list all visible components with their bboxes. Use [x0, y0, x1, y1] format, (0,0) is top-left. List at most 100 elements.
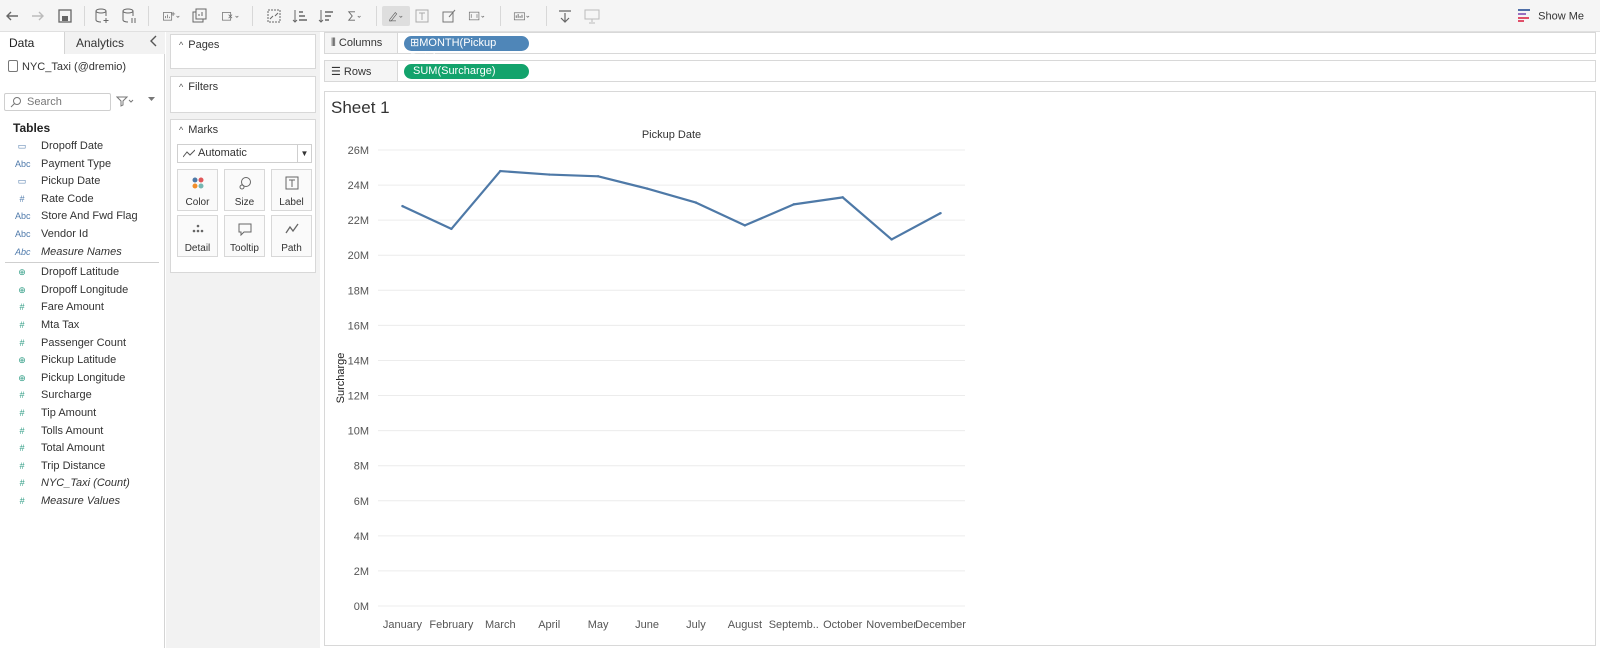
data-point[interactable]: [450, 227, 453, 231]
data-point[interactable]: [841, 196, 844, 199]
measure-field[interactable]: # Fare Amount: [0, 299, 165, 317]
rows-icon: ☰: [331, 66, 344, 78]
measure-field[interactable]: # Tolls Amount: [0, 423, 165, 441]
chevron-up-icon[interactable]: ^: [179, 125, 184, 135]
measure-field[interactable]: # Total Amount: [0, 440, 165, 458]
measure-field[interactable]: ⊕ Dropoff Latitude: [0, 264, 165, 282]
measure-field[interactable]: # Measure Values: [0, 493, 165, 511]
field-list: ▭ Dropoff Date Abc Payment Type ▭ Pickup Date…: [0, 138, 165, 510]
text-label-icon[interactable]: [412, 6, 432, 26]
measure-field[interactable]: # Tip Amount: [0, 405, 165, 423]
measure-field[interactable]: ⊕ Pickup Longitude: [0, 370, 165, 388]
annotate-icon[interactable]: [439, 6, 459, 26]
line-chart[interactable]: Pickup Date 0M 2M 4M 6M 8M 10M 12M 14M 16M 18M 20M 2…: [325, 92, 1595, 645]
pages-card[interactable]: ^ Pages: [170, 34, 316, 69]
filters-card[interactable]: ^ Filters: [170, 76, 316, 113]
dimension-field[interactable]: Abc Vendor Id: [0, 226, 165, 244]
data-point[interactable]: [548, 173, 551, 176]
sort-descending-icon[interactable]: [316, 6, 336, 26]
data-point[interactable]: [743, 224, 747, 227]
detail-icon: [178, 222, 217, 242]
download-icon[interactable]: [555, 6, 575, 26]
worksheet-view[interactable]: Sheet 1 Pickup Date 0M 2M 4M 6M 8M 10M 12M 14M 16…: [324, 91, 1596, 646]
data-point[interactable]: [645, 187, 649, 190]
data-point[interactable]: [694, 201, 698, 204]
datasource[interactable]: NYC_Taxi (@dremio): [8, 60, 126, 73]
chevron-up-icon[interactable]: ^: [179, 82, 184, 92]
data-point[interactable]: [890, 238, 893, 241]
x-tick-label: August: [728, 619, 762, 631]
data-point[interactable]: [596, 175, 600, 178]
dimension-field[interactable]: Abc Measure Names: [0, 244, 165, 262]
rows-pill[interactable]: SUM(Surcharge): [404, 64, 529, 79]
path-button[interactable]: Path: [271, 215, 312, 257]
columns-pill[interactable]: ⊞MONTH(Pickup Date): [404, 36, 529, 64]
dimension-field[interactable]: Abc Payment Type: [0, 156, 165, 174]
tab-analytics[interactable]: Analytics: [65, 32, 165, 54]
duplicate-sheet-icon[interactable]: [190, 6, 210, 26]
number-icon: #: [19, 193, 25, 204]
presentation-chart-icon[interactable]: [508, 6, 536, 26]
color-icon: [178, 176, 217, 196]
collapse-pane-icon[interactable]: [150, 35, 158, 50]
pane-menu-chevron-down-icon[interactable]: [147, 94, 156, 105]
y-tick-label: 10M: [348, 426, 369, 438]
filter-dropdown-icon[interactable]: [115, 95, 134, 110]
label-button[interactable]: Label: [271, 169, 312, 211]
expand-plus-icon[interactable]: ⊞: [410, 37, 420, 49]
clear-sheet-icon[interactable]: [217, 6, 243, 26]
new-datasource-icon[interactable]: [92, 6, 112, 26]
measure-field[interactable]: # Passenger Count: [0, 335, 165, 353]
measure-field[interactable]: # Mta Tax: [0, 317, 165, 335]
data-point[interactable]: [401, 204, 404, 208]
measure-field[interactable]: # Trip Distance: [0, 458, 165, 476]
detail-button[interactable]: Detail: [177, 215, 218, 257]
forward-arrow-icon[interactable]: [28, 6, 48, 26]
dimension-field[interactable]: Abc Store And Fwd Flag: [0, 208, 165, 226]
data-point[interactable]: [792, 203, 795, 206]
sort-ascending-icon[interactable]: [290, 6, 310, 26]
number-icon: #: [19, 460, 25, 471]
dimension-field[interactable]: ▭ Dropoff Date: [0, 138, 165, 156]
dimension-field[interactable]: ▭ Pickup Date: [0, 173, 165, 191]
tooltip-button[interactable]: Tooltip: [224, 215, 265, 257]
size-button[interactable]: Size: [224, 169, 265, 211]
measure-field[interactable]: # NYC_Taxi (Count): [0, 475, 165, 493]
data-point[interactable]: [499, 169, 502, 173]
save-icon[interactable]: [55, 6, 75, 26]
measure-field[interactable]: ⊕ Pickup Latitude: [0, 352, 165, 370]
series-line[interactable]: [401, 169, 942, 241]
swap-rows-columns-icon[interactable]: [264, 6, 284, 26]
pause-updates-icon[interactable]: [119, 6, 139, 26]
number-icon: #: [19, 443, 25, 454]
chevron-down-icon[interactable]: ▼: [297, 145, 311, 162]
field-label: NYC_Taxi (Count): [41, 477, 130, 490]
color-button[interactable]: Color: [177, 169, 218, 211]
sheet-title[interactable]: Sheet 1: [331, 98, 390, 117]
fit-width-icon[interactable]: [463, 6, 491, 26]
columns-drop-zone[interactable]: ⊞MONTH(Pickup Date): [397, 33, 1595, 64]
rows-drop-zone[interactable]: SUM(Surcharge): [397, 61, 1595, 81]
dimension-field[interactable]: # Rate Code: [0, 191, 165, 209]
highlight-icon[interactable]: [382, 6, 410, 26]
mark-type-value: Automatic: [198, 147, 247, 159]
data-point[interactable]: [939, 211, 942, 215]
search-input[interactable]: Search: [4, 93, 111, 111]
columns-icon: ⦀: [331, 37, 339, 49]
back-arrow-icon[interactable]: [2, 6, 22, 26]
mark-type-select[interactable]: Automatic ▼: [177, 144, 312, 163]
path-icon: [272, 222, 311, 242]
measure-field[interactable]: ⊕ Dropoff Longitude: [0, 282, 165, 300]
show-me-button[interactable]: Show Me: [1518, 8, 1584, 25]
chevron-up-icon[interactable]: ^: [179, 40, 184, 50]
new-worksheet-icon[interactable]: [158, 6, 184, 26]
tab-data[interactable]: Data: [0, 32, 65, 54]
abc-icon: Abc: [15, 158, 31, 169]
abc-icon: Abc: [15, 228, 31, 239]
totals-sum-icon[interactable]: [342, 6, 368, 26]
measure-field[interactable]: # Surcharge: [0, 387, 165, 405]
field-label: Payment Type: [41, 157, 112, 170]
field-label: Measure Names: [41, 245, 122, 258]
present-mode-icon[interactable]: [582, 6, 602, 26]
y-tick-label: 22M: [348, 215, 369, 227]
